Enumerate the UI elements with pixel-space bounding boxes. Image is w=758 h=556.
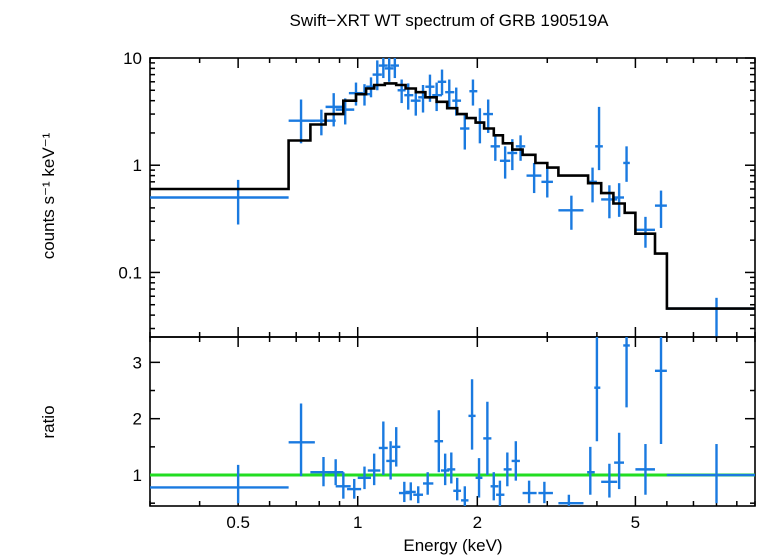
y-tick-label: 1 bbox=[133, 156, 142, 175]
x-tick-label: 1 bbox=[353, 513, 362, 532]
bottom-panel-y-label: ratio bbox=[39, 405, 58, 438]
y-tick-label: 1 bbox=[133, 466, 142, 485]
plot-layer: 0.1 1 10 1 2 3 0.5 1 2 5 bbox=[118, 49, 756, 532]
x-tick-label: 0.5 bbox=[226, 513, 250, 532]
panel-frame bbox=[149, 336, 756, 507]
y-tick-label: 3 bbox=[133, 353, 142, 372]
top-panel-y-label: counts s⁻¹ keV⁻¹ bbox=[39, 132, 58, 259]
y-tick-label: 0.1 bbox=[118, 263, 142, 282]
chart-title: Swift−XRT WT spectrum of GRB 190519A bbox=[290, 11, 610, 30]
y-tick-label: 10 bbox=[123, 49, 142, 68]
y-tick-label: 2 bbox=[133, 410, 142, 429]
model-line bbox=[150, 82, 755, 310]
x-tick-label: 2 bbox=[473, 513, 482, 532]
x-tick-label: 5 bbox=[631, 513, 640, 532]
x-axis-label: Energy (keV) bbox=[403, 536, 502, 555]
